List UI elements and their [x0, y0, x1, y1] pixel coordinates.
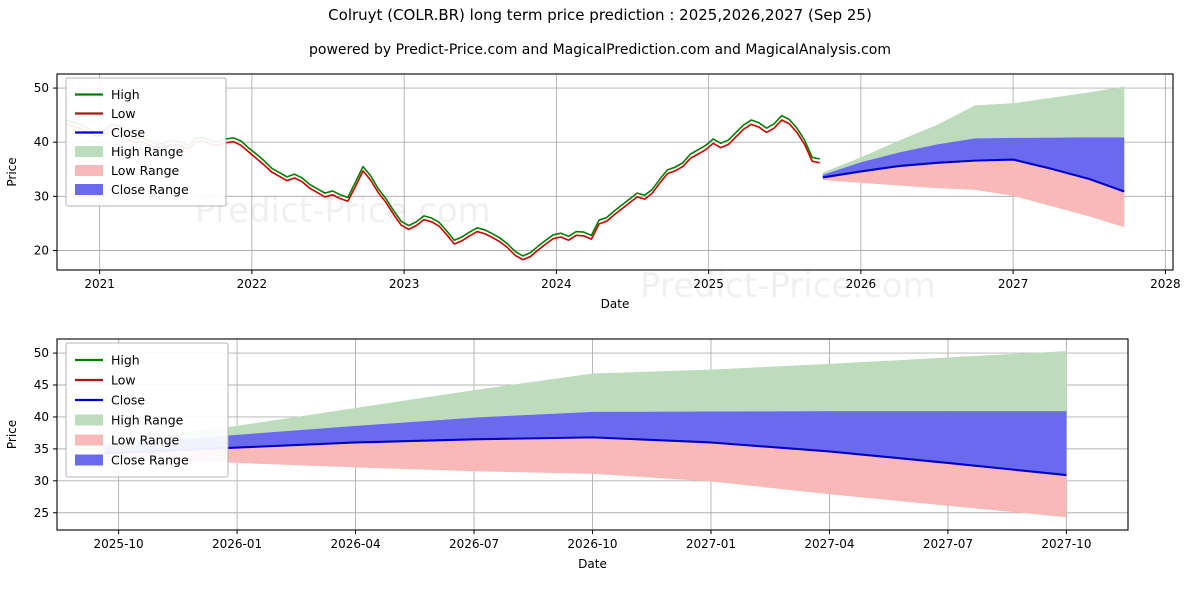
- x-tick-label: 2027-01: [686, 537, 736, 551]
- legend-label: Low: [111, 373, 136, 388]
- legend-swatch-high-range: [75, 146, 103, 157]
- legend-swatch-close-range: [75, 454, 103, 466]
- legend-label: Close: [111, 393, 145, 408]
- legend-swatch-high-range: [75, 414, 103, 426]
- y-axis-title: Price: [5, 157, 19, 186]
- close-forecast-line: [104, 436, 1067, 477]
- y-tick-label: 30: [34, 189, 49, 203]
- legend-label: Close Range: [111, 453, 189, 468]
- close-forecast-line: [822, 158, 1125, 193]
- x-tick-label: 2026-01: [212, 537, 262, 551]
- x-tick-label: 2027: [998, 277, 1029, 291]
- legend-swatch-close-range: [75, 184, 103, 195]
- plot-border: [56, 73, 1174, 271]
- high-range-band: [822, 86, 1125, 175]
- page-title: Colruyt (COLR.BR) long term price predic…: [328, 6, 872, 24]
- y-tick-label: 40: [34, 135, 49, 149]
- x-tick-label: 2026-10: [567, 537, 617, 551]
- close-range-band: [822, 137, 1125, 192]
- x-tick-label: 2025: [693, 277, 724, 291]
- x-tick-label: 2026-04: [330, 537, 380, 551]
- y-tick-label: 40: [34, 410, 49, 424]
- x-tick-label: 2022: [237, 277, 268, 291]
- y-tick-label: 45: [34, 378, 49, 392]
- page-subtitle: powered by Predict-Price.com and Magical…: [309, 42, 891, 58]
- legend-label: High Range: [111, 144, 184, 159]
- y-tick-label: 25: [34, 506, 49, 520]
- legend-label: Close Range: [111, 182, 189, 197]
- legend-label: High: [111, 353, 140, 368]
- legend-label: High Range: [111, 413, 184, 428]
- legend-label: Low: [111, 106, 136, 121]
- high-range-band: [104, 351, 1067, 446]
- forecast-detail-chart-panel: Predict-Price.comPredict-Price.com2025-1…: [0, 325, 1200, 600]
- watermark: Predict-Price.com: [195, 191, 491, 231]
- x-tick-label: 2026-07: [449, 537, 499, 551]
- x-tick-label: 2025-10: [94, 537, 144, 551]
- legend-label: High: [111, 87, 140, 102]
- y-tick-label: 30: [34, 474, 49, 488]
- forecast-detail-chart-svg: Predict-Price.comPredict-Price.com2025-1…: [5, 338, 1129, 571]
- x-axis-title: Date: [601, 297, 630, 311]
- x-tick-label: 2028: [1150, 277, 1181, 291]
- x-tick-label: 2027-10: [1041, 537, 1091, 551]
- low-range-band: [822, 159, 1125, 228]
- x-tick-label: 2027-04: [804, 537, 854, 551]
- legend-swatch-low-range: [75, 434, 103, 446]
- chart-legend: [65, 342, 229, 478]
- watermark: Predict-Price.com: [640, 266, 936, 306]
- chart-legend: [65, 77, 227, 207]
- legend-label: Low Range: [111, 433, 180, 448]
- x-tick-label: 2026: [846, 277, 877, 291]
- close-range-band: [104, 411, 1067, 476]
- overview-chart-svg: Predict-Price.com Predict-Price.com 2021 20…: [5, 73, 1181, 311]
- legend-label: Low Range: [111, 163, 180, 178]
- overview-chart-panel: Predict-Price.com Predict-Price.com 2021 20…: [0, 62, 1200, 317]
- x-tick-label: 2027-07: [923, 537, 973, 551]
- y-axis-title: Price: [5, 420, 19, 449]
- x-tick-label: 2024: [541, 277, 572, 291]
- x-tick-label: 2021: [84, 277, 115, 291]
- y-tick-label: 50: [34, 346, 49, 360]
- x-tick-label: 2023: [389, 277, 420, 291]
- x-axis-title: Date: [578, 557, 607, 571]
- low-range-band: [104, 437, 1067, 518]
- legend-swatch-low-range: [75, 165, 103, 176]
- y-tick-label: 50: [34, 81, 49, 95]
- y-tick-label: 20: [34, 244, 49, 258]
- y-tick-label: 35: [34, 442, 49, 456]
- legend-label: Close: [111, 125, 145, 140]
